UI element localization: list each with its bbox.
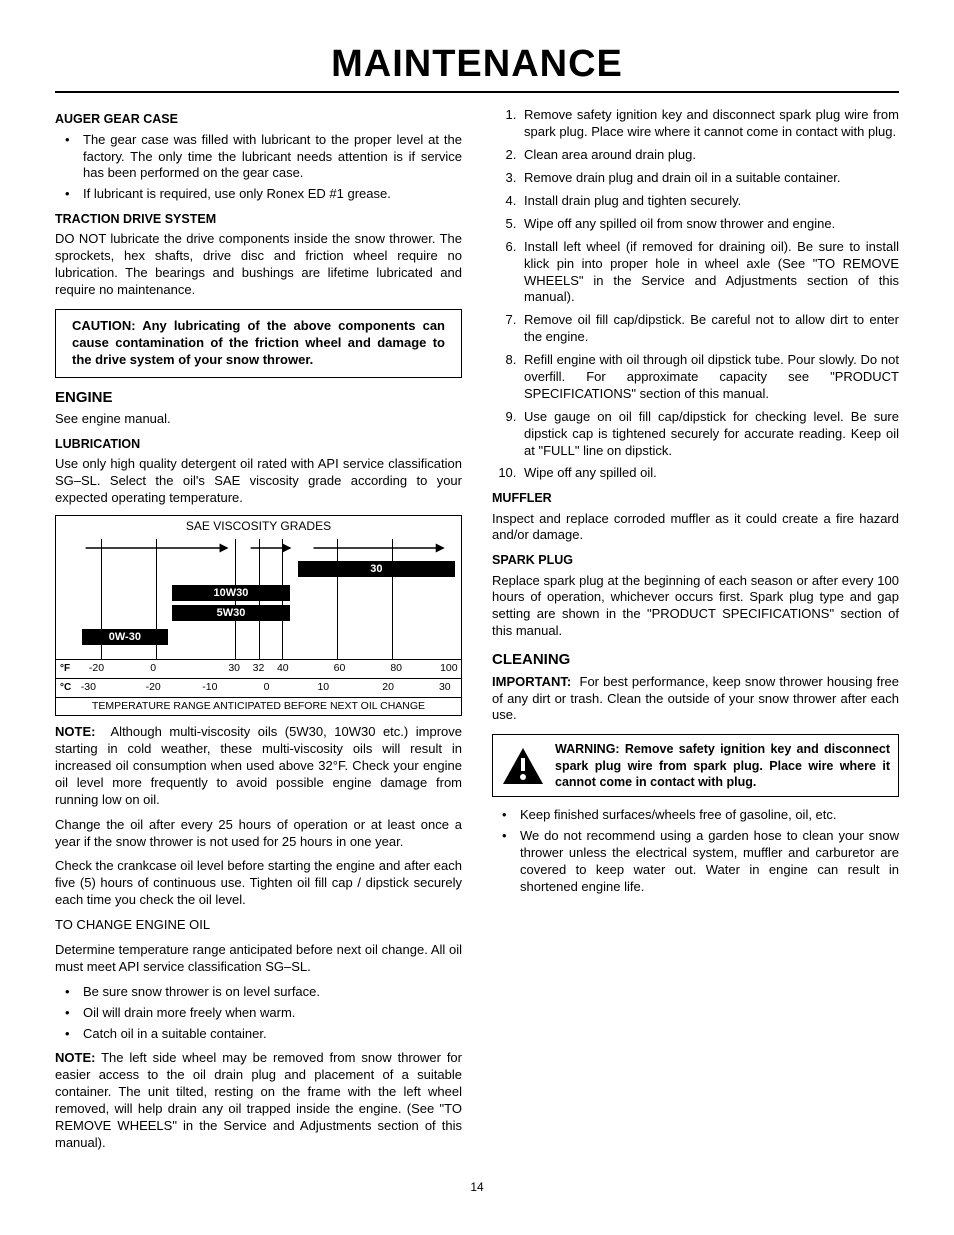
to-change-heading: TO CHANGE ENGINE OIL bbox=[55, 917, 462, 934]
auger-heading: AUGER GEAR CASE bbox=[55, 111, 462, 127]
list-item: Wipe off any spilled oil. bbox=[520, 465, 899, 482]
axis-tick: 30 bbox=[228, 662, 240, 676]
lubrication-heading: LUBRICATION bbox=[55, 436, 462, 452]
c-unit: °C bbox=[58, 681, 71, 694]
axis-tick: -20 bbox=[146, 681, 161, 695]
determine-text: Determine temperature range anticipated … bbox=[55, 942, 462, 976]
grade-bar: 0W-30 bbox=[82, 629, 168, 645]
viscosity-chart: SAE VISCOSITY GRADES 30 10W30 5W300W-30 °F… bbox=[55, 515, 462, 716]
muffler-heading: MUFFLER bbox=[492, 490, 899, 506]
spark-plug-heading: SPARK PLUG bbox=[492, 552, 899, 568]
f-axis: °F -20 0 30 32 40 60 80 100 bbox=[56, 659, 461, 678]
grade-bar: 10W30 bbox=[172, 585, 290, 601]
axis-tick: 32 bbox=[253, 662, 265, 676]
muffler-text: Inspect and replace corroded muffler as … bbox=[492, 511, 899, 545]
list-item: We do not recommend using a garden hose … bbox=[492, 828, 899, 896]
grade-bar: 5W30 bbox=[172, 605, 290, 621]
chart-footer: TEMPERATURE RANGE ANTICIPATED BEFORE NEX… bbox=[56, 697, 461, 716]
traction-heading: TRACTION DRIVE SYSTEM bbox=[55, 211, 462, 227]
oil-change-steps: Remove safety ignition key and disconnec… bbox=[492, 107, 899, 482]
warning-text: WARNING: Remove safety ignition key and … bbox=[555, 741, 890, 790]
engine-text: See engine manual. bbox=[55, 411, 462, 428]
chart-gridline bbox=[392, 539, 393, 659]
prep-list: Be sure snow thrower is on level surface… bbox=[55, 984, 462, 1043]
list-item: Install left wheel (if removed for drain… bbox=[520, 239, 899, 307]
grade-bar: 30 bbox=[298, 561, 455, 577]
warning-icon bbox=[501, 746, 545, 786]
list-item: Oil will drain more freely when warm. bbox=[55, 1005, 462, 1022]
list-item: Wipe off any spilled oil from snow throw… bbox=[520, 216, 899, 233]
axis-tick: 10 bbox=[317, 681, 329, 695]
f-unit: °F bbox=[58, 662, 70, 675]
axis-tick: 0 bbox=[264, 681, 270, 695]
axis-tick: 0 bbox=[150, 662, 156, 676]
list-item: Remove oil fill cap/dipstick. Be careful… bbox=[520, 312, 899, 346]
warning-box: WARNING: Remove safety ignition key and … bbox=[492, 734, 899, 797]
auger-list: The gear case was filled with lubricant … bbox=[55, 132, 462, 204]
axis-tick: 60 bbox=[334, 662, 346, 676]
list-item: Be sure snow thrower is on level surface… bbox=[55, 984, 462, 1001]
axis-tick: -30 bbox=[81, 681, 96, 695]
change-oil-text: Change the oil after every 25 hours of o… bbox=[55, 817, 462, 851]
list-item: Catch oil in a suitable container. bbox=[55, 1026, 462, 1043]
lubrication-text: Use only high quality detergent oil rate… bbox=[55, 456, 462, 507]
caution-box: CAUTION: Any lubricating of the above co… bbox=[55, 309, 462, 378]
right-column: Remove safety ignition key and disconnec… bbox=[492, 103, 899, 1159]
page-number: 14 bbox=[55, 1180, 899, 1196]
list-item: Install drain plug and tighten securely. bbox=[520, 193, 899, 210]
list-item: Use gauge on oil fill cap/dipstick for c… bbox=[520, 409, 899, 460]
engine-heading: ENGINE bbox=[55, 388, 462, 408]
traction-text: DO NOT lubricate the drive components in… bbox=[55, 231, 462, 299]
cleaning-heading: CLEANING bbox=[492, 650, 899, 670]
list-item: Refill engine with oil through oil dipst… bbox=[520, 352, 899, 403]
axis-tick: 100 bbox=[440, 662, 458, 676]
axis-tick: -10 bbox=[202, 681, 217, 695]
spark-plug-text: Replace spark plug at the beginning of e… bbox=[492, 573, 899, 641]
chart-title: SAE VISCOSITY GRADES bbox=[56, 516, 461, 535]
list-item: Clean area around drain plug. bbox=[520, 147, 899, 164]
list-item: Keep finished surfaces/wheels free of ga… bbox=[492, 807, 899, 824]
axis-tick: 30 bbox=[439, 681, 451, 695]
left-column: AUGER GEAR CASE The gear case was filled… bbox=[55, 103, 462, 1159]
axis-tick: -20 bbox=[89, 662, 104, 676]
crankcase-text: Check the crankcase oil level before sta… bbox=[55, 858, 462, 909]
note-1: NOTE: Although multi-viscosity oils (5W3… bbox=[55, 724, 462, 808]
list-item: Remove drain plug and drain oil in a sui… bbox=[520, 170, 899, 187]
page-title: MAINTENANCE bbox=[55, 40, 899, 93]
list-item: The gear case was filled with lubricant … bbox=[55, 132, 462, 183]
axis-tick: 20 bbox=[382, 681, 394, 695]
axis-tick: 80 bbox=[390, 662, 402, 676]
axis-tick: 40 bbox=[277, 662, 289, 676]
list-item: If lubricant is required, use only Ronex… bbox=[55, 186, 462, 203]
chart-area: 30 10W30 5W300W-30 bbox=[62, 539, 455, 659]
cleaning-text: IMPORTANT: For best performance, keep sn… bbox=[492, 674, 899, 725]
cleaning-list: Keep finished surfaces/wheels free of ga… bbox=[492, 807, 899, 895]
chart-gridline bbox=[337, 539, 338, 659]
list-item: Remove safety ignition key and disconnec… bbox=[520, 107, 899, 141]
content-columns: AUGER GEAR CASE The gear case was filled… bbox=[55, 103, 899, 1159]
c-axis: °C -30 -20 -10 0 10 20 30 bbox=[56, 678, 461, 697]
note-2: NOTE: The left side wheel may be removed… bbox=[55, 1050, 462, 1151]
